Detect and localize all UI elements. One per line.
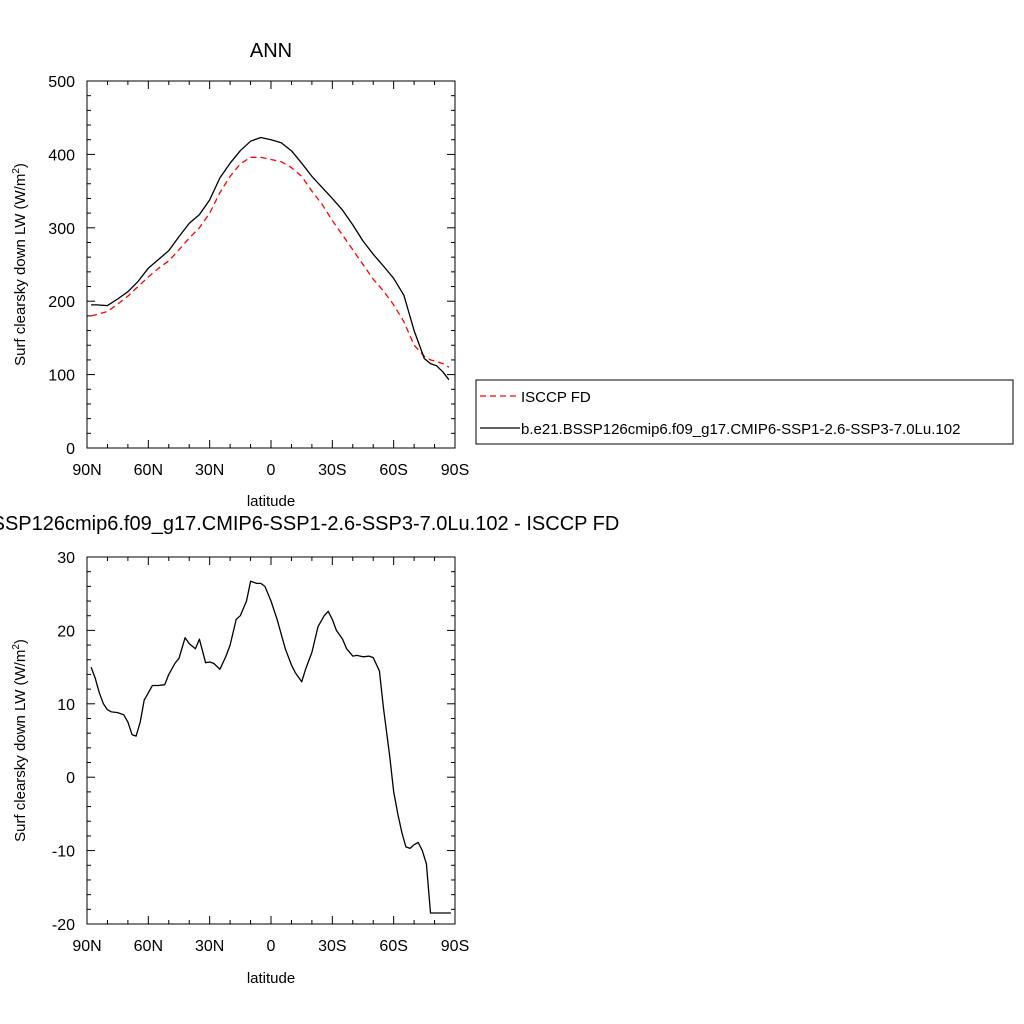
x-tick-label: 0	[267, 462, 276, 479]
x-tick-label: 60N	[134, 462, 163, 479]
x-tick-label: 90S	[441, 462, 469, 479]
plot-frame	[86, 80, 456, 449]
y-tick-label: -20	[52, 917, 75, 934]
y-axis-label: Surf clearsky down LW (W/m2)	[11, 639, 29, 842]
y-tick-label: 300	[48, 221, 75, 238]
y-tick-label: 20	[57, 623, 75, 640]
legend-label-model: b.e21.BSSP126cmip6.f09_g17.CMIP6-SSP1-2.…	[521, 421, 960, 438]
x-tick-label: 60N	[134, 938, 163, 955]
series-line-1	[91, 136, 450, 381]
x-tick-label: 90S	[441, 938, 469, 955]
x-tick-label: 30S	[318, 938, 346, 955]
x-tick-label: 30N	[195, 462, 224, 479]
x-tick-label: 90N	[72, 938, 101, 955]
y-tick-label: 30	[57, 550, 75, 567]
y-tick-label: 200	[48, 294, 75, 311]
x-tick-label: 0	[267, 938, 276, 955]
x-tick-label: 60S	[379, 462, 407, 479]
y-tick-label: 10	[57, 697, 75, 714]
y-tick-label: 0	[66, 770, 75, 787]
lower-plot: b.e21.BSSP126cmip6.f09_g17.CMIP6-SSP1-2.…	[0, 513, 619, 987]
y-axis-label: Surf clearsky down LW (W/m2)	[11, 163, 29, 366]
y-tick-label: 0	[66, 441, 75, 458]
series-line-0	[90, 156, 450, 368]
y-tick-label: 400	[48, 147, 75, 164]
x-tick-label: 30S	[318, 462, 346, 479]
upper-plot: ANN 90N 60N 30N 0 30S 60S 90S 0 100 200 300 400 500 la…	[11, 40, 469, 510]
plot-frame	[86, 556, 456, 925]
series-line-0	[90, 580, 451, 914]
chart-title: ANN	[250, 40, 292, 62]
legend-box	[475, 379, 1014, 445]
x-tick-label: 90N	[72, 462, 101, 479]
y-tick-label: 500	[48, 74, 75, 91]
x-axis-label: latitude	[247, 970, 295, 987]
x-tick-label: 60S	[379, 938, 407, 955]
x-axis-label: latitude	[247, 493, 295, 510]
legend-label-isccp: ISCCP FD	[521, 389, 591, 406]
chart-title: b.e21.BSSP126cmip6.f09_g17.CMIP6-SSP1-2.…	[0, 513, 619, 535]
y-tick-label: 100	[48, 368, 75, 385]
y-tick-label: -10	[52, 844, 75, 861]
x-tick-label: 30N	[195, 938, 224, 955]
legend: ISCCP FD b.e21.BSSP126cmip6.f09_g17.CMIP…	[475, 379, 1014, 445]
